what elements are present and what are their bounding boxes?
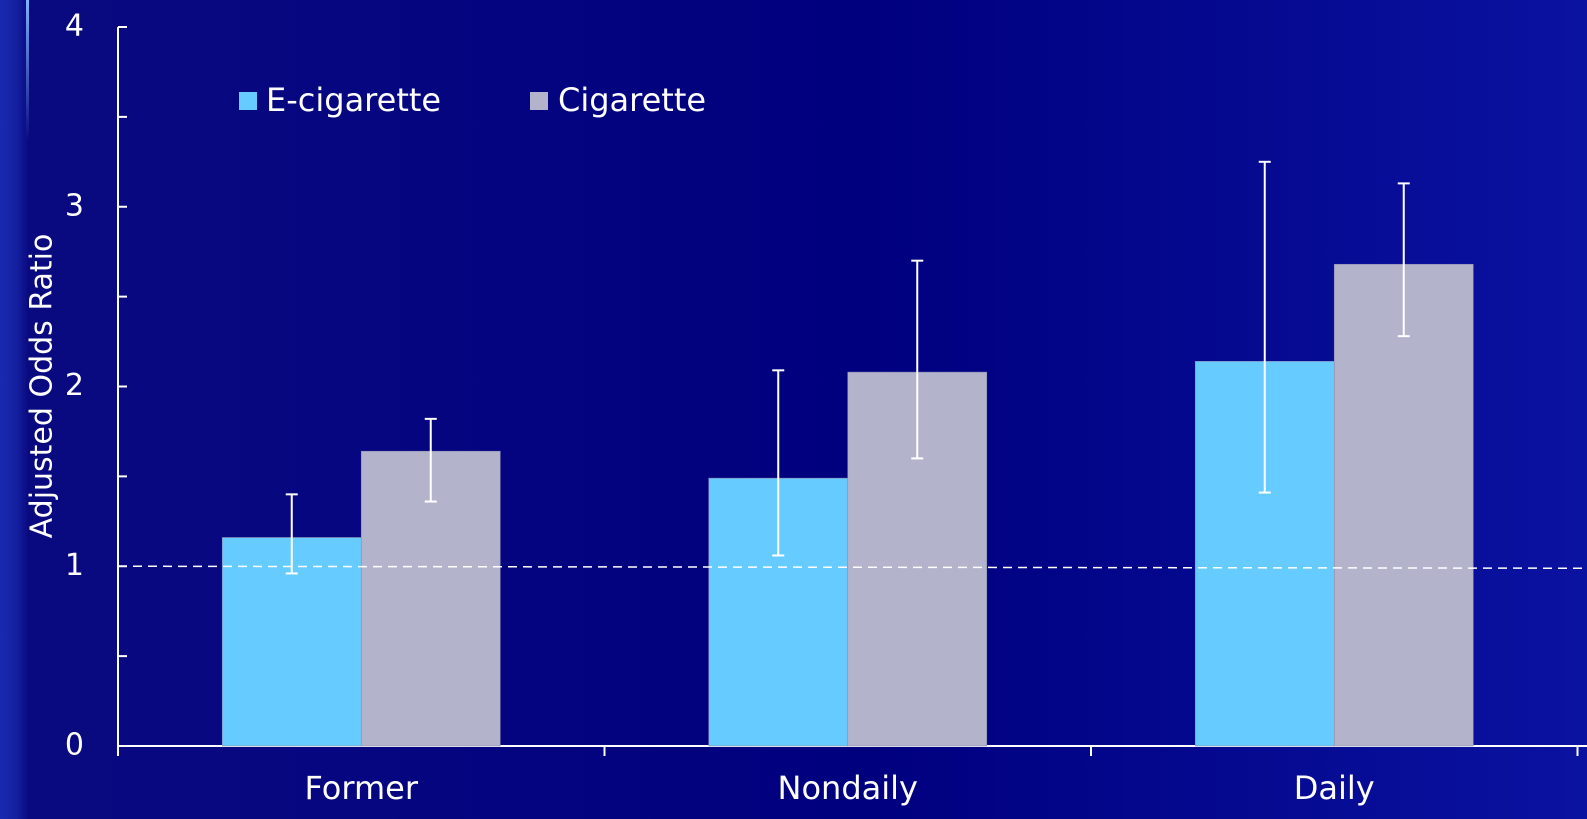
bar — [1333, 263, 1474, 747]
legend-swatch — [239, 92, 257, 110]
slide-left-accent — [0, 0, 29, 819]
reference-line-group — [117, 565, 1587, 569]
x-tick-label: Daily — [1294, 769, 1375, 807]
legend-label: Cigarette — [558, 81, 706, 119]
y-tick-label: 2 — [65, 368, 84, 403]
y-tick-label: 1 — [65, 548, 84, 583]
y-axis: 0 1 2 3 4 — [65, 9, 127, 763]
x-tick-label: Nondaily — [778, 769, 918, 807]
reference-line — [117, 565, 1587, 569]
error-bars — [285, 160, 1410, 575]
y-tick-label: 4 — [65, 9, 84, 44]
x-tick-label: Former — [305, 769, 419, 807]
bars — [221, 263, 1474, 747]
y-tick-label: 3 — [65, 188, 84, 223]
legend: E-cigarette Cigarette — [239, 81, 706, 119]
x-axis: Former Nondaily Daily — [117, 745, 1587, 807]
y-tick-label: 0 — [65, 728, 84, 763]
y-axis-label: Adjusted Odds Ratio — [25, 234, 60, 539]
legend-swatch — [530, 92, 548, 110]
legend-label: E-cigarette — [266, 81, 441, 119]
